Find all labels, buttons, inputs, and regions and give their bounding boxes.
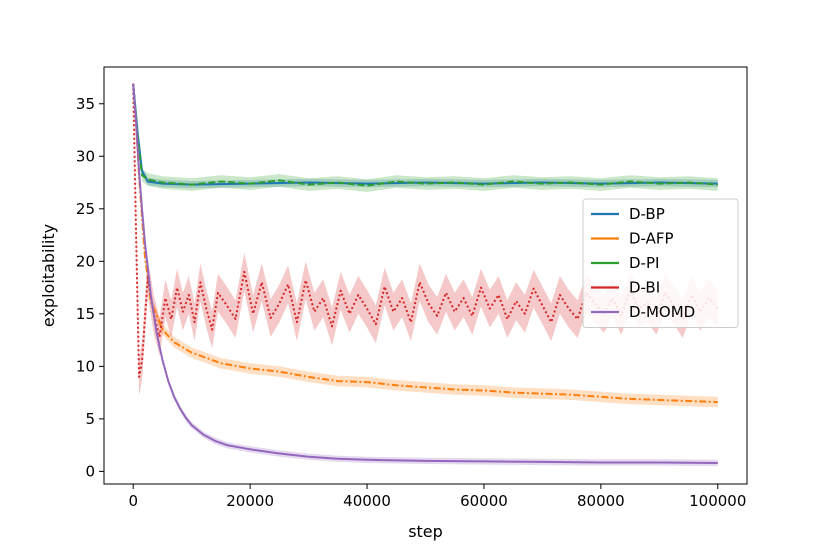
x-axis-label: step	[408, 522, 443, 541]
band-d-bi	[133, 83, 718, 396]
band-d-pi	[133, 83, 718, 192]
legend-frame	[582, 198, 739, 328]
legend-label-d-bp: D-BP	[629, 205, 665, 223]
x-tick-label: 100000	[689, 492, 746, 510]
legend-label-d-afp: D-AFP	[629, 230, 674, 248]
y-tick-label: 5	[85, 410, 95, 428]
x-tick-label: 40000	[343, 492, 391, 510]
y-tick-label: 25	[76, 200, 95, 218]
series-line-d-afp	[132, 83, 718, 404]
y-tick-label: 15	[76, 305, 95, 323]
x-tick-label: 80000	[577, 492, 625, 510]
band-d-momd	[133, 83, 718, 467]
legend: D-BP D-AFP D-PI D-BI D-MOMD	[582, 198, 739, 328]
plot-frame	[103, 66, 748, 485]
x-tick-label: 0	[128, 492, 138, 510]
y-tick-label: 30	[76, 147, 95, 165]
legend-label-d-momd: D-MOMD	[629, 303, 695, 321]
series-line-d-bp	[132, 83, 718, 186]
x-tick-label: 20000	[226, 492, 274, 510]
y-axis-label: exploitability	[39, 224, 58, 327]
band-d-bp	[133, 83, 718, 189]
y-tick-label: 0	[85, 462, 95, 480]
series-line-d-momd	[132, 83, 718, 464]
x-tick-label: 60000	[460, 492, 508, 510]
y-tick-label: 10	[76, 357, 95, 375]
legend-label-d-bi: D-BI	[629, 279, 660, 297]
legend-label-d-pi: D-PI	[629, 254, 659, 272]
y-tick-label: 35	[76, 95, 95, 113]
y-tick-label: 20	[76, 252, 95, 270]
series-line-d-pi	[132, 83, 718, 187]
